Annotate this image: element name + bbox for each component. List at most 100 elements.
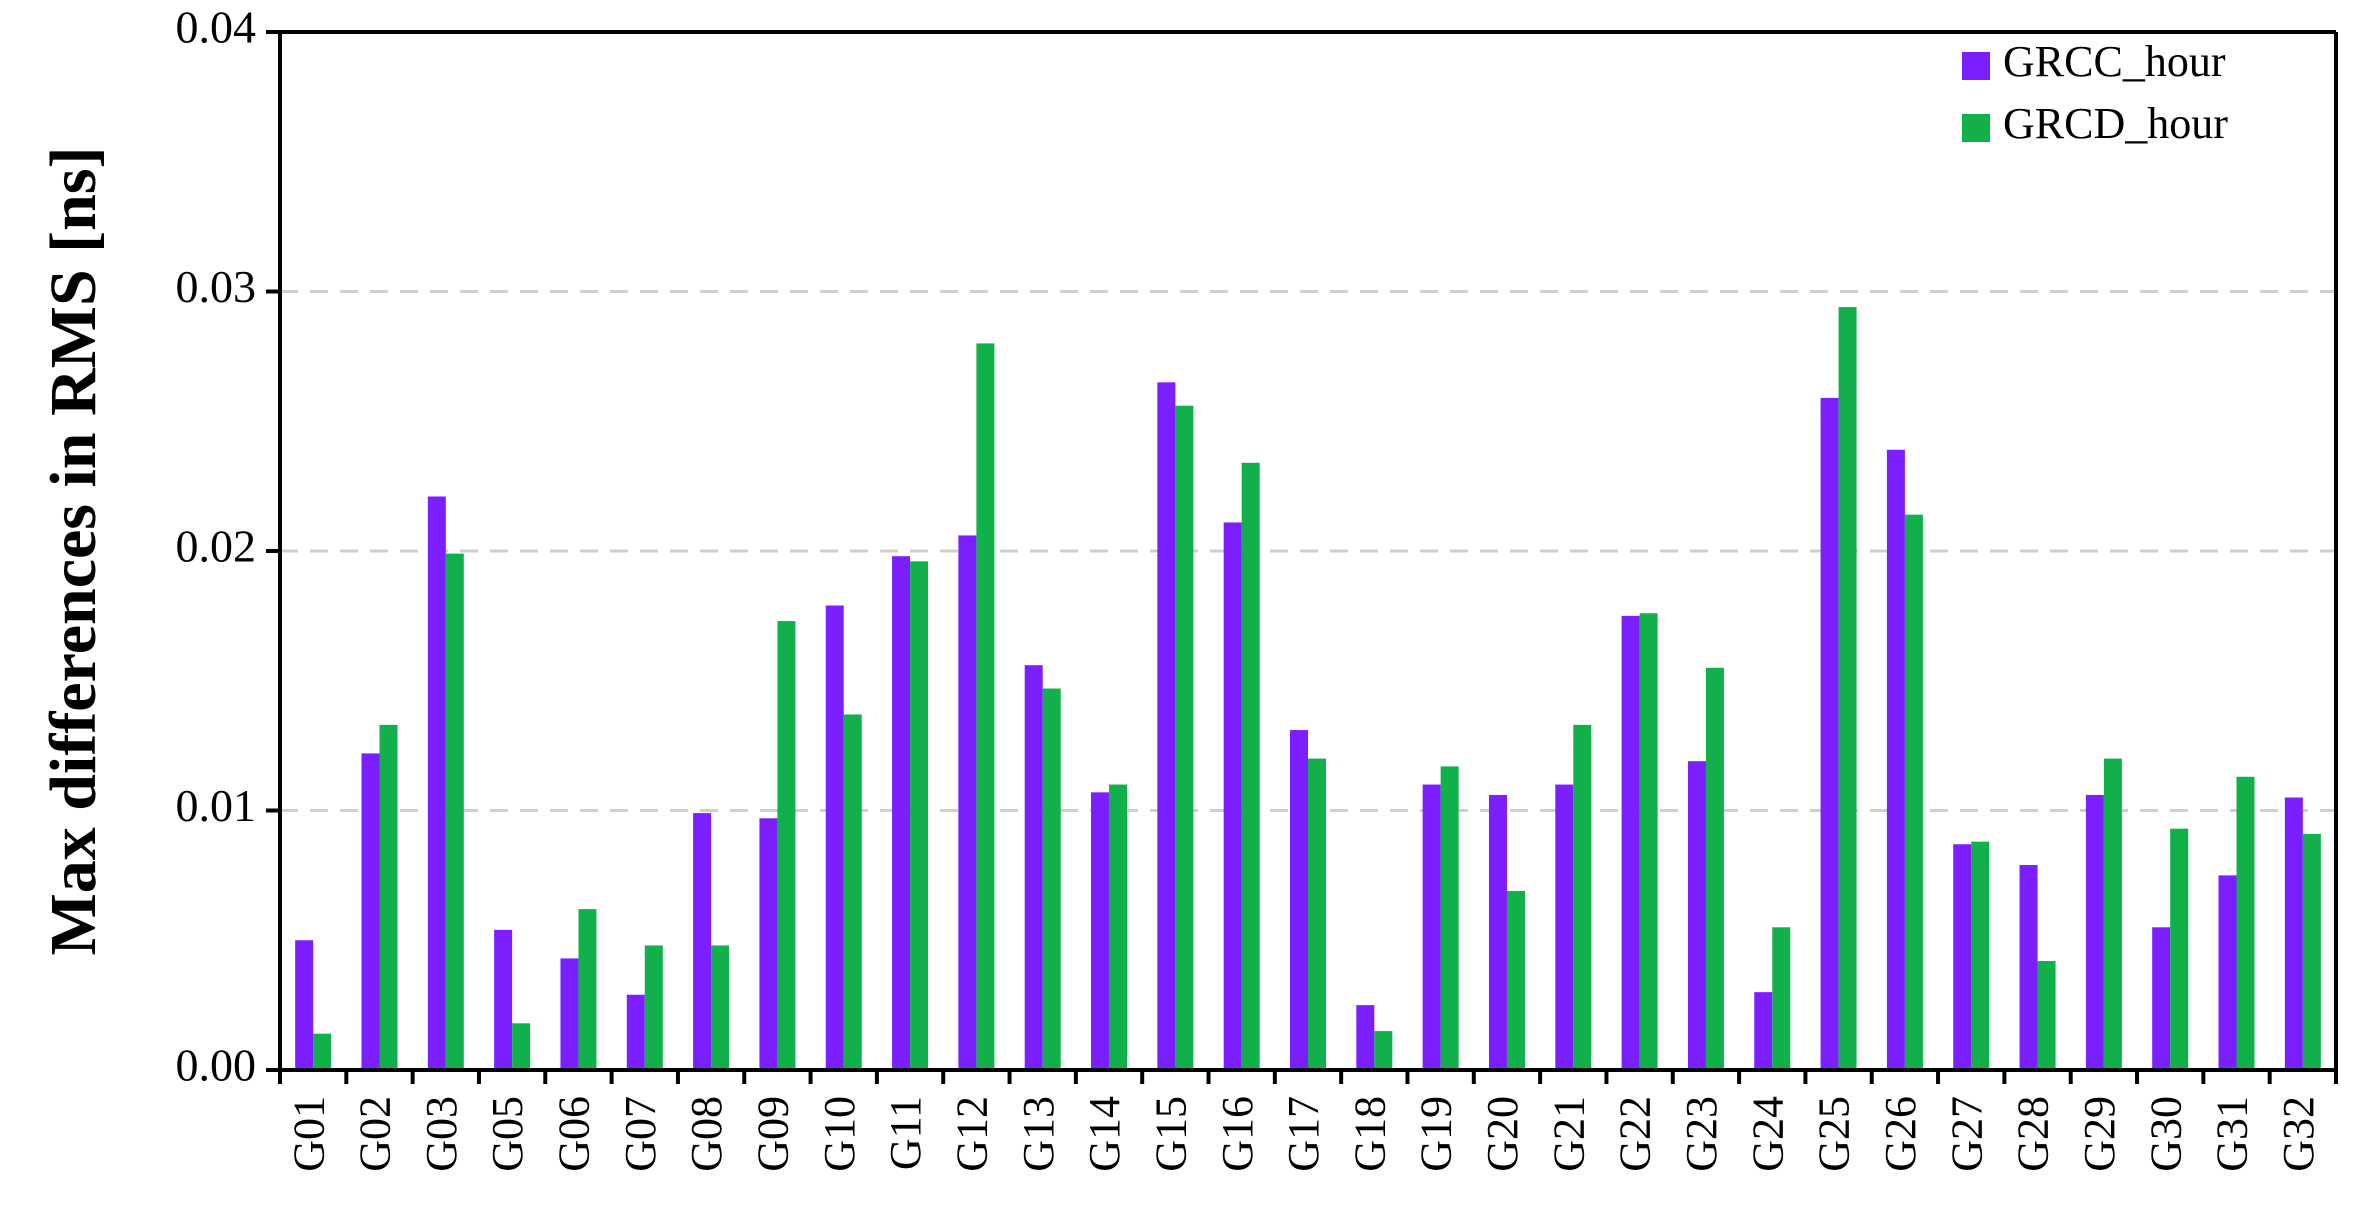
x-tick-label: G17 xyxy=(1279,1096,1328,1172)
x-tick-label: G05 xyxy=(483,1096,532,1172)
x-tick-label: G32 xyxy=(2274,1096,2323,1172)
bar-GRCC_hour-G12 xyxy=(958,535,977,1070)
bar-GRCC_hour-G17 xyxy=(1290,730,1308,1070)
bar-GRCD_hour-G20 xyxy=(1506,890,1525,1070)
bar-GRCC_hour-G16 xyxy=(1223,522,1242,1070)
y-axis-ticks: 0.00 0.01 0.02 0.03 0.04 xyxy=(176,2,280,1091)
x-tick-label: G01 xyxy=(284,1096,333,1172)
x-tick-label: G10 xyxy=(815,1096,864,1172)
bar-GRCD_hour-G01 xyxy=(313,1033,332,1070)
bar-GRCD_hour-G09 xyxy=(777,621,796,1070)
bar-GRCC_hour-G06 xyxy=(560,958,579,1070)
bar-GRCD_hour-G15 xyxy=(1175,405,1194,1070)
legend-swatch xyxy=(1962,52,1990,80)
bar-GRCD_hour-G16 xyxy=(1241,462,1260,1070)
x-tick-label: G27 xyxy=(1942,1096,1991,1172)
bar-GRCC_hour-G30 xyxy=(2152,927,2171,1070)
y-axis-title: Max differences in RMS [ns] xyxy=(37,146,110,955)
legend-swatch xyxy=(1962,114,1990,142)
bar-GRCC_hour-G23 xyxy=(1687,761,1706,1070)
bar-GRCD_hour-G23 xyxy=(1705,667,1724,1070)
legend-label: GRCD_hour xyxy=(2003,99,2228,148)
x-tick-label: G06 xyxy=(550,1096,599,1172)
bar-GRCD_hour-G14 xyxy=(1109,784,1128,1070)
x-tick-label: G24 xyxy=(1743,1096,1792,1172)
bar-GRCC_hour-G10 xyxy=(825,605,844,1070)
x-tick-label: G28 xyxy=(2009,1096,2058,1172)
bar-GRCD_hour-G27 xyxy=(1971,841,1990,1070)
bar-GRCC_hour-G29 xyxy=(2085,794,2104,1070)
bar-GRCD_hour-G32 xyxy=(2302,833,2321,1070)
bar-GRCC_hour-G03 xyxy=(427,496,446,1070)
x-tick-label: G15 xyxy=(1146,1096,1195,1172)
bar-GRCD_hour-G26 xyxy=(1904,514,1923,1070)
x-tick-label: G11 xyxy=(881,1096,930,1170)
bar-GRCC_hour-G20 xyxy=(1488,794,1507,1070)
bar-GRCC_hour-G21 xyxy=(1555,784,1574,1070)
bar-GRCC_hour-G07 xyxy=(626,994,645,1070)
legend-label: GRCC_hour xyxy=(2003,37,2226,86)
x-tick-label: G16 xyxy=(1213,1096,1262,1172)
bar-GRCD_hour-G19 xyxy=(1440,766,1459,1070)
bar-GRCD_hour-G22 xyxy=(1639,613,1658,1070)
x-tick-label: G31 xyxy=(2208,1096,2257,1172)
bar-GRCC_hour-G11 xyxy=(892,556,911,1070)
x-tick-label: G03 xyxy=(417,1096,466,1172)
bar-GRCD_hour-G18 xyxy=(1374,1031,1393,1070)
bar-GRCC_hour-G25 xyxy=(1820,397,1839,1070)
bar-GRCC_hour-G09 xyxy=(759,818,778,1070)
bar-GRCC_hour-G02 xyxy=(361,753,380,1070)
bar-GRCD_hour-G21 xyxy=(1573,724,1592,1070)
bar-GRCD_hour-G12 xyxy=(976,343,995,1070)
bar-GRCD_hour-G29 xyxy=(2103,758,2122,1070)
x-tick-label: G25 xyxy=(1810,1096,1859,1172)
bar-GRCC_hour-G32 xyxy=(2284,797,2303,1070)
bar-GRCD_hour-G10 xyxy=(843,714,862,1070)
bar-GRCC_hour-G19 xyxy=(1422,784,1441,1070)
bar-GRCC_hour-G05 xyxy=(494,929,513,1070)
x-axis-ticks: G01 G02 G03 G05 G06 G07 G08 G09 G10 G11 G12 G13 G14 G… xyxy=(278,1070,2338,1172)
x-tick-label: G13 xyxy=(1014,1096,1063,1172)
bars xyxy=(295,307,2321,1070)
x-tick-label: G23 xyxy=(1677,1096,1726,1172)
legend: GRCC_hour GRCD_hour xyxy=(1962,37,2228,148)
axes xyxy=(278,30,2338,1072)
bar-GRCD_hour-G17 xyxy=(1308,758,1326,1070)
bar-GRCD_hour-G05 xyxy=(512,1023,531,1070)
bar-GRCD_hour-G24 xyxy=(1772,927,1791,1070)
x-tick-label: G09 xyxy=(749,1096,798,1172)
x-tick-label: G30 xyxy=(2141,1096,2190,1172)
bar-GRCD_hour-G13 xyxy=(1042,688,1061,1070)
y-tick-label: 0.04 xyxy=(176,2,257,53)
bar-GRCD_hour-G31 xyxy=(2236,776,2255,1070)
bar-GRCD_hour-G25 xyxy=(1838,307,1857,1070)
bar-GRCC_hour-G15 xyxy=(1157,382,1176,1070)
bar-GRCC_hour-G28 xyxy=(2019,864,2038,1070)
bar-GRCC_hour-G24 xyxy=(1754,992,1773,1070)
x-tick-label: G07 xyxy=(616,1096,665,1172)
bar-GRCC_hour-G01 xyxy=(295,940,314,1070)
x-tick-label: G20 xyxy=(1478,1096,1527,1172)
x-tick-label: G08 xyxy=(682,1096,731,1172)
y-tick-label: 0.00 xyxy=(176,1040,257,1091)
x-tick-label: G14 xyxy=(1080,1096,1129,1172)
y-tick-label: 0.03 xyxy=(176,261,257,312)
bar-GRCD_hour-G06 xyxy=(578,909,597,1070)
bar-GRCD_hour-G11 xyxy=(910,561,929,1070)
y-tick-label: 0.01 xyxy=(176,780,257,831)
bar-GRCC_hour-G31 xyxy=(2218,875,2237,1070)
bar-GRCC_hour-G18 xyxy=(1356,1005,1375,1070)
bar-GRCD_hour-G03 xyxy=(445,553,464,1070)
x-tick-label: G26 xyxy=(1876,1096,1925,1172)
bar-GRCC_hour-G08 xyxy=(693,813,712,1070)
bar-GRCC_hour-G27 xyxy=(1953,844,1972,1070)
x-tick-label: G19 xyxy=(1412,1096,1461,1172)
x-tick-label: G12 xyxy=(947,1096,996,1172)
x-tick-label: G22 xyxy=(1611,1096,1660,1172)
y-tick-label: 0.02 xyxy=(176,521,257,572)
bar-GRCD_hour-G02 xyxy=(379,724,398,1070)
bar-GRCD_hour-G30 xyxy=(2170,828,2189,1070)
bar-GRCC_hour-G22 xyxy=(1621,615,1640,1070)
x-tick-label: G21 xyxy=(1544,1096,1593,1172)
